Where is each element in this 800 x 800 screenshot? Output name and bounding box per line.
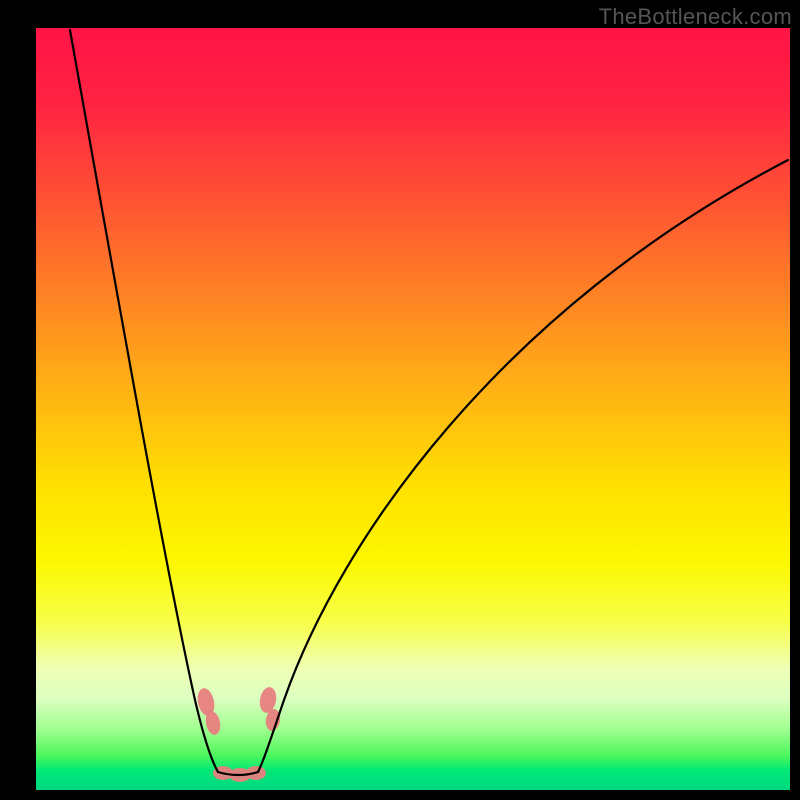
watermark-text: TheBottleneck.com — [599, 4, 792, 30]
chart-svg — [0, 0, 800, 800]
chart-container: TheBottleneck.com — [0, 0, 800, 800]
gradient-background — [36, 28, 790, 790]
